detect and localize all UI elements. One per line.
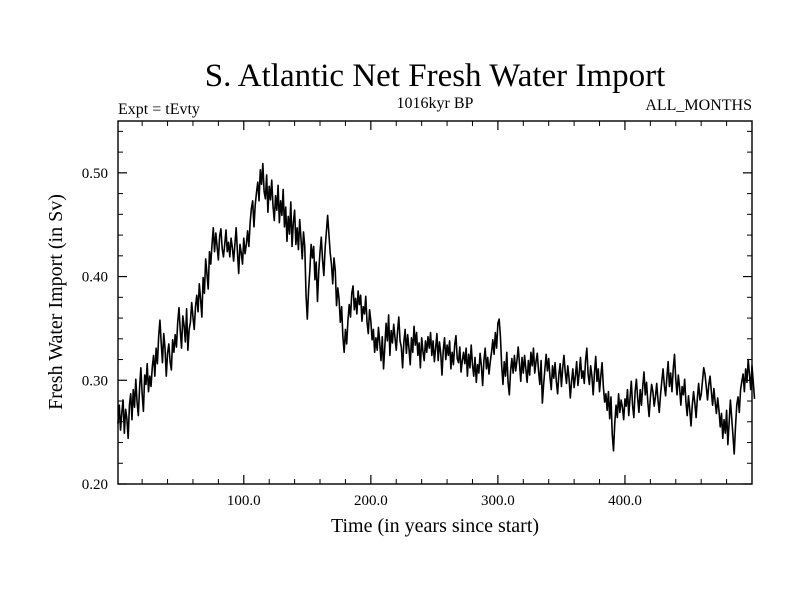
experiment-label: Expt = tEvty bbox=[118, 101, 200, 118]
y-tick-label: 0.30 bbox=[82, 373, 108, 389]
x-axis-label: Time (in years since start) bbox=[331, 515, 539, 537]
series-line bbox=[118, 164, 755, 454]
y-tick-label: 0.40 bbox=[82, 270, 108, 286]
y-tick-label: 0.20 bbox=[82, 477, 108, 493]
axis-ticks bbox=[118, 121, 752, 484]
x-tick-labels: 100.0 200.0 300.0 400.0 bbox=[227, 493, 642, 509]
plot-frame bbox=[118, 121, 752, 484]
months-label: ALL_MONTHS bbox=[645, 97, 752, 114]
x-tick-label: 200.0 bbox=[354, 493, 388, 509]
y-tick-label: 0.50 bbox=[82, 166, 108, 182]
period-label: 1016kyr BP bbox=[397, 95, 474, 112]
chart-title: S. Atlantic Net Fresh Water Import bbox=[205, 58, 666, 94]
x-tick-label: 300.0 bbox=[481, 493, 515, 509]
y-axis-label: Fresh Water Import (in Sv) bbox=[45, 194, 67, 410]
x-tick-label: 400.0 bbox=[608, 493, 642, 509]
line-chart: S. Atlantic Net Fresh Water Import Expt … bbox=[0, 0, 800, 600]
x-tick-label: 100.0 bbox=[227, 493, 261, 509]
y-tick-labels: 0.20 0.30 0.40 0.50 bbox=[82, 166, 108, 493]
